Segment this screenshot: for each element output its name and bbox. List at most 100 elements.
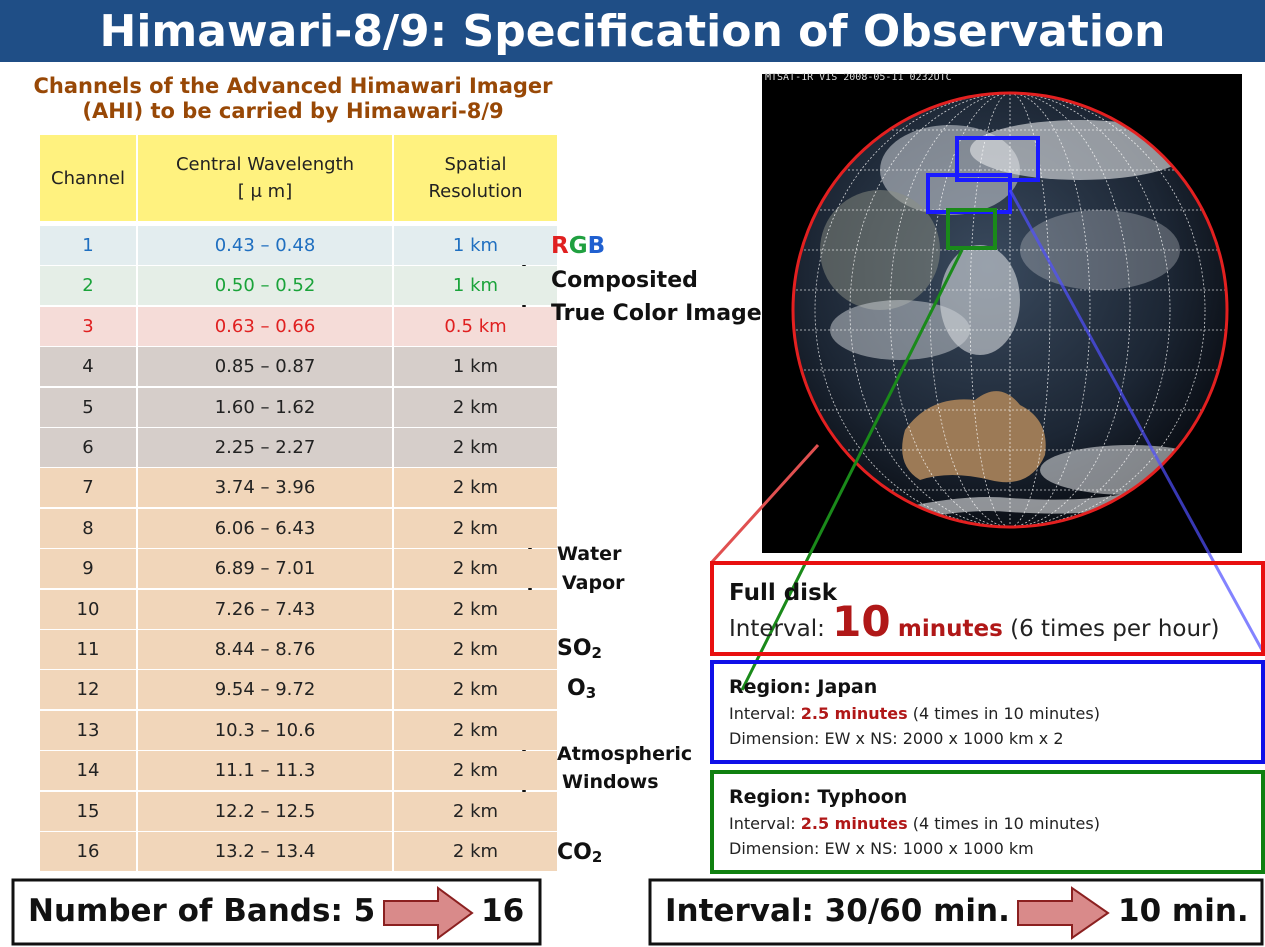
table-cell: 8.44 – 8.76 — [138, 630, 392, 669]
interval-unit: minutes — [897, 616, 1003, 642]
annotation: Vapor — [562, 572, 625, 594]
table-cell: 1.60 – 1.62 — [138, 387, 392, 427]
dimension: Dimension: EW x NS: 1000 x 1000 km — [729, 839, 1034, 858]
table-cell: 12 — [40, 670, 136, 710]
region-title: Region: Typhoon — [729, 786, 908, 808]
table-cell: 7.26 – 7.43 — [138, 589, 392, 629]
table-cell: 1 — [40, 226, 136, 265]
table-cell: 6 — [40, 428, 136, 467]
table-cell: 2 km — [394, 428, 557, 467]
annotation-sub: 3 — [585, 684, 597, 702]
connector — [740, 249, 964, 691]
annotation: Windows — [562, 771, 659, 793]
table-cell: 0.85 – 0.87 — [138, 347, 392, 387]
table-cell: 6.06 – 6.43 — [138, 508, 392, 548]
image-label: MTSAT-1R VIS 2008-05-11 0232UTC — [765, 72, 952, 83]
table-cell: 2 km — [394, 549, 557, 589]
table-cell: 11.1 – 11.3 — [138, 751, 392, 791]
table-cell: 2 km — [394, 791, 557, 831]
interval-note: (4 times in 10 minutes) — [912, 704, 1100, 723]
interval-note: (4 times in 10 minutes) — [912, 814, 1100, 833]
table-cell: 14 — [40, 751, 136, 791]
annotation: Composited — [551, 268, 698, 293]
table-cell: 1 km — [394, 266, 557, 306]
interval-label: Interval: — [729, 704, 796, 723]
table-cell: 6.89 – 7.01 — [138, 549, 392, 589]
interval-to: 10 min. — [1118, 893, 1249, 929]
table-cell: 1 km — [394, 226, 557, 265]
table-cell: 12.2 – 12.5 — [138, 791, 392, 831]
earth-detail — [793, 93, 1227, 527]
interval-box — [648, 878, 1264, 946]
annotation-sub: 2 — [591, 644, 602, 662]
header-text: Spatial — [444, 154, 507, 175]
table-cell: 7 — [40, 468, 136, 508]
table-cell: 1 km — [394, 347, 557, 387]
table-cell: 8 — [40, 508, 136, 548]
annotation: O — [567, 676, 586, 701]
connector — [1008, 189, 1264, 651]
arrow — [383, 886, 474, 940]
japan-area-1 — [955, 136, 1040, 182]
annotation: Atmospheric — [557, 743, 693, 765]
annotation: CO — [557, 840, 592, 865]
typhoon-area — [946, 208, 997, 250]
dimension: Dimension: EW x NS: 2000 x 1000 km x 2 — [729, 729, 1064, 748]
table-cell: 2 km — [394, 751, 557, 791]
table-cell: 0.5 km — [394, 306, 557, 346]
table-cell: 0.50 – 0.52 — [138, 266, 392, 306]
table-cell: 2 km — [394, 630, 557, 669]
table-cell: 2 km — [394, 387, 557, 427]
bands-label: Number of Bands: 5 — [28, 893, 376, 929]
header-cell: Spatial Resolution — [394, 135, 557, 221]
interval-value: 2.5 minutes — [800, 704, 908, 723]
table-cell: 13 — [40, 710, 136, 750]
table-cell: 11 — [40, 630, 136, 669]
table-cell: 2 km — [394, 508, 557, 548]
table-cell: 2.25 – 2.27 — [138, 428, 392, 467]
annotation: Water — [557, 543, 622, 565]
interval-label: Interval: — [729, 814, 796, 833]
table-cell: 2 km — [394, 468, 557, 508]
header-cell: Channel — [40, 135, 136, 221]
annotation: SO — [557, 636, 592, 661]
japan-box — [710, 660, 1265, 764]
header-cell: Central Wavelength [ μ m] — [138, 135, 392, 221]
table-cell: 5 — [40, 387, 136, 427]
header-text: [ μ m] — [237, 181, 293, 202]
full-disk-box — [710, 561, 1265, 656]
region-title: Region: Japan — [729, 676, 878, 698]
table-cell: 3 — [40, 306, 136, 346]
interval-note: (6 times per hour) — [1010, 616, 1220, 642]
table-cell: 9.54 – 9.72 — [138, 670, 392, 710]
region-title: Full disk — [729, 580, 838, 606]
table-cell: 15 — [40, 791, 136, 831]
table-cell: 13.2 – 13.4 — [138, 832, 392, 871]
interval-label: Interval: — [729, 616, 825, 642]
arrow — [1017, 886, 1110, 940]
rgb-g: G — [568, 233, 588, 259]
table-cell: 2 — [40, 266, 136, 306]
header-text: Channel — [51, 167, 125, 189]
header-text: Resolution — [428, 181, 523, 202]
table-cell: 2 km — [394, 832, 557, 871]
typhoon-box — [710, 770, 1265, 874]
table-cell: 3.74 – 3.96 — [138, 468, 392, 508]
table-caption: (AHI) to be carried by Himawari-8/9 — [82, 99, 504, 123]
interval-label: Interval: 30/60 min. — [665, 893, 1010, 929]
table-cell: 2 km — [394, 710, 557, 750]
table-cell: 4 — [40, 347, 136, 387]
table-cell: 10 — [40, 589, 136, 629]
connector — [710, 443, 820, 564]
annotation-sub: 2 — [591, 848, 603, 866]
rgb-b: B — [587, 233, 606, 259]
table-cell: 16 — [40, 832, 136, 871]
table-cell: 2 km — [394, 670, 557, 710]
table-cell: 10.3 – 10.6 — [138, 710, 392, 750]
interval-value: 2.5 minutes — [800, 814, 908, 833]
bands-to: 16 — [481, 893, 525, 929]
table-caption: Channels of the Advanced Himawari Imager — [33, 74, 553, 98]
table-cell: 0.63 – 0.66 — [138, 306, 392, 346]
